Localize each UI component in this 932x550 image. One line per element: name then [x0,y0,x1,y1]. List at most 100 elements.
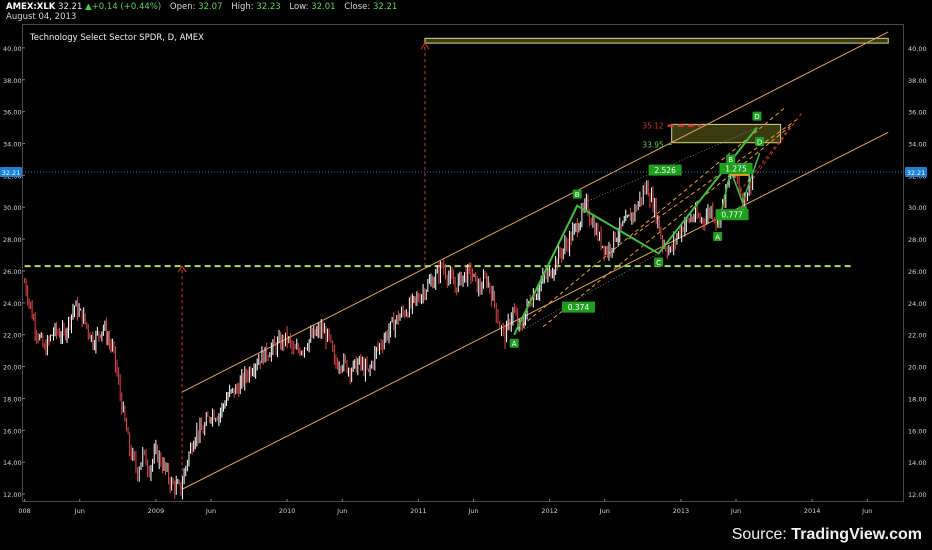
small-point-A: A [715,233,720,241]
target-label-red: 35.12 [642,122,664,131]
ratio-label: 0.777 [721,211,743,220]
x-tick-label: Jun [861,507,872,515]
y-tick-label-right: 38.00 [908,77,927,85]
high-value: 32.23 [256,2,281,12]
y-tick-label-left: 26.00 [3,268,22,276]
y-tick-label-right: 36.00 [908,109,927,117]
x-tick-label: Jun [730,507,741,515]
y-tick-label-left: 40.00 [3,45,22,53]
x-tick-label: 2014 [804,507,821,515]
high-label: High: [231,2,254,12]
x-tick-label: Jun [599,507,610,515]
y-tick-label-right: 26.00 [908,268,927,276]
y-tick-label-right: 34.00 [908,141,927,149]
y-tick-label-right: 16.00 [908,427,927,435]
x-tick-label: 008 [18,507,30,515]
y-tick-label-right: 22.00 [908,332,927,340]
plot-area[interactable] [22,24,904,502]
y-tick-label-left: 38.00 [3,77,22,85]
source-credit: Source: TradingView.com [732,526,922,544]
y-tick-label-left: 24.00 [3,300,22,308]
ratio-label: 2.526 [654,166,676,175]
small-abcd-pattern [716,152,761,229]
target-label-green: 33.95 [642,140,664,149]
close-value: 32.21 [372,2,398,12]
small-point-D: D [757,139,762,147]
x-tick-label: 2009 [148,507,165,515]
x-tick-label: Jun [205,507,216,515]
ratio-label: 1.275 [725,164,747,173]
y-tick-label-left: 14.00 [3,459,22,467]
abcd-pattern [513,126,758,336]
y-tick-label-left: 22.00 [3,332,22,340]
ratio-badge [715,209,749,221]
y-tick-label-left: 12.00 [3,491,22,499]
x-tick-label: Jun [74,507,85,515]
ratio-label: 0.374 [568,303,590,312]
y-tick-label-left: 18.00 [3,395,22,403]
ratio-badge [719,162,753,174]
chart-date: August 04, 2013 [6,12,77,22]
y-tick-label-right: 12.00 [908,491,927,499]
low-label: Low: [289,2,309,12]
x-tick-label: 2012 [541,507,558,515]
source-brand: TradingView.com [791,526,922,543]
ratio-badge [562,301,595,313]
point-A: A [512,340,517,348]
price-badge-left-text: 32.21 [2,169,21,177]
y-tick-label-right: 40.00 [908,45,927,53]
y-tick-label-right: 14.00 [908,459,927,467]
low-value: 32.01 [311,2,336,12]
up-triangle-icon: ▲ [85,2,92,12]
x-tick-label: 2013 [673,507,690,515]
last-price: 32.21 [58,2,83,12]
y-tick-label-left: 20.00 [3,364,22,372]
point-B: B [575,191,580,199]
channel-line-lower [181,131,889,490]
point-D-badge [752,111,762,121]
chart-title: Technology Select Sector SPDR, D, AMEX [30,33,204,43]
small-point-B: B [728,156,733,164]
y-tick-label-right: 24.00 [908,300,927,308]
x-tick-label: Jun [467,507,478,515]
small-point-B-badge [726,154,736,164]
dashed-channel-1 [542,123,793,328]
x-tick-label: Jun [336,507,347,515]
price-change: +0.14 (+0.44%) [91,2,162,12]
point-D: D [754,113,759,121]
candles [24,165,754,500]
y-tick-label-left: 36.00 [3,109,22,117]
price-badge-left [0,167,22,178]
measured-move-arrow-0 [177,265,187,273]
x-tick-label: 2010 [279,507,296,515]
dashed-channel-0 [516,106,787,331]
symbol-header: AMEX:XLK 32.21 ▲+0.14 (+0.44%) Open: 32.… [6,2,397,12]
small-point-D-badge [755,137,765,147]
y-tick-label-left: 34.00 [3,141,22,149]
abcd-dotted-ac [513,253,659,336]
y-tick-label-right: 28.00 [908,236,927,244]
x-tick-label: 2011 [410,507,427,515]
point-B-badge [572,189,582,199]
target-zone [424,37,889,44]
price-badge-right-text: 32.21 [907,169,926,177]
point-C-badge [654,257,664,267]
symbol-name: AMEX:XLK [6,2,56,12]
y-tick-label-left: 16.00 [3,427,22,435]
open-value: 32.07 [198,2,223,12]
y-tick-label-right: 30.00 [908,204,927,212]
y-tick-label-left: 30.00 [3,204,22,212]
small-point-A-badge [713,231,723,241]
measured-move-arrow-1 [420,42,430,50]
dashed-red-line-1 [752,112,803,179]
channel-line-upper [181,31,889,393]
point-C: C [656,259,661,267]
open-label: Open: [169,2,196,12]
y-tick-label-left: 28.00 [3,236,22,244]
y-tick-label-right: 20.00 [908,364,927,372]
y-tick-label-right: 18.00 [908,395,927,403]
close-label: Close: [344,2,371,12]
price-badge-right [905,167,927,178]
point-A-badge [509,338,519,348]
